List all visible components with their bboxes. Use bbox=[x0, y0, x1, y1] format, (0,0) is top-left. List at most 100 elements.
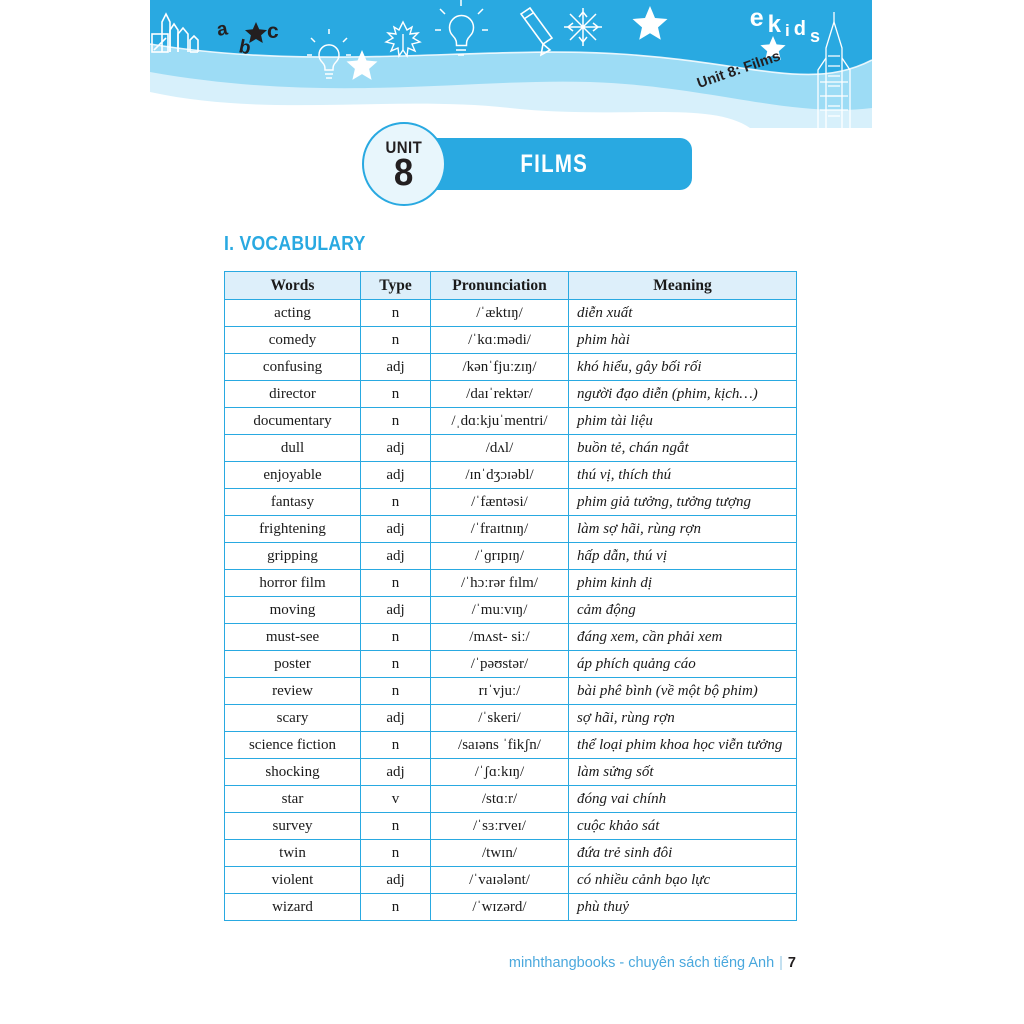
lightbulb-icon bbox=[307, 29, 351, 79]
banner-wave-highlight bbox=[150, 43, 872, 76]
cell-meaning: hấp dẫn, thú vị bbox=[568, 542, 797, 570]
cell-word: horror film bbox=[224, 569, 361, 597]
cell-type: n bbox=[360, 650, 431, 678]
column-header-meaning: Meaning bbox=[568, 271, 797, 300]
unit-badge-number: 8 bbox=[394, 151, 414, 194]
cell-word: poster bbox=[224, 650, 361, 678]
cell-type: adj bbox=[360, 434, 431, 462]
cell-meaning: làm sửng sốt bbox=[568, 758, 797, 786]
cell-pron: rɪˈvjuː/ bbox=[430, 677, 569, 705]
cell-type: n bbox=[360, 326, 431, 354]
cell-pron: /ˈwɪzərd/ bbox=[430, 893, 569, 921]
cell-meaning: khó hiểu, gây bối rối bbox=[568, 353, 797, 381]
cell-type: n bbox=[360, 839, 431, 867]
page-number: 7 bbox=[787, 955, 796, 971]
cell-type: n bbox=[360, 677, 431, 705]
cell-pron: /saɪəns ˈfikʃn/ bbox=[430, 731, 569, 759]
cell-type: adj bbox=[360, 704, 431, 732]
star-icon bbox=[632, 6, 668, 40]
cell-word: violent bbox=[224, 866, 361, 894]
table-row: horror film n/ˈhɔːrər fɪlm/phim kinh dị bbox=[224, 569, 797, 597]
castle-outline-icon bbox=[151, 12, 199, 53]
cell-type: n bbox=[360, 623, 431, 651]
cell-meaning: sợ hãi, rùng rợn bbox=[568, 704, 797, 732]
cell-pron: /kənˈfjuːzɪŋ/ bbox=[430, 353, 569, 381]
cell-type: n bbox=[360, 380, 431, 408]
cell-meaning: cảm động bbox=[568, 596, 797, 624]
cell-word: scary bbox=[224, 704, 361, 732]
table-row: survey n/ˈsɜːrveɪ/cuộc khảo sát bbox=[224, 812, 797, 840]
cell-word: star bbox=[224, 785, 361, 813]
section-heading-vocabulary: I. VOCABULARY bbox=[224, 233, 366, 255]
unit-title-bar: FILMS bbox=[416, 138, 692, 190]
cell-word: review bbox=[224, 677, 361, 705]
footer-separator: | bbox=[779, 955, 783, 971]
cell-word: enjoyable bbox=[224, 461, 361, 489]
cell-type: adj bbox=[360, 353, 431, 381]
table-header-row: Words Type Pronunciation Meaning bbox=[224, 271, 797, 300]
letter-b-icon: b bbox=[237, 36, 253, 59]
cell-word: shocking bbox=[224, 758, 361, 786]
cell-meaning: phim hài bbox=[568, 326, 797, 354]
table-row: wizard n/ˈwɪzərd/phù thuỷ bbox=[224, 893, 797, 921]
cell-word: moving bbox=[224, 596, 361, 624]
star-icon bbox=[346, 50, 378, 80]
table-row: enjoyable adj/ɪnˈdʒɔɪəbl/thú vị, thích th… bbox=[224, 461, 797, 489]
cell-word: frightening bbox=[224, 515, 361, 543]
letter-c-icon: c bbox=[267, 20, 279, 43]
cell-type: n bbox=[360, 812, 431, 840]
lightbulb-icon bbox=[435, 0, 488, 56]
cell-pron: /ˈpəʊstər/ bbox=[430, 650, 569, 678]
star-icon bbox=[760, 36, 786, 60]
table-row: frightening adj/ˈfraɪtnɪŋ/làm sợ hãi, rùn… bbox=[224, 515, 797, 543]
table-row: confusing adj/kənˈfjuːzɪŋ/khó hiểu, gây b… bbox=[224, 353, 797, 381]
cell-meaning: thể loại phim khoa học viễn tưởng bbox=[568, 731, 797, 759]
cell-pron: /daɪˈrektər/ bbox=[430, 380, 569, 408]
cell-meaning: phim tài liệu bbox=[568, 407, 797, 435]
cell-meaning: đáng xem, cần phải xem bbox=[568, 623, 797, 651]
cell-word: fantasy bbox=[224, 488, 361, 516]
table-row: science fiction n/saɪəns ˈfikʃn/thể loại … bbox=[224, 731, 797, 759]
cell-pron: /ˈvaɪələnt/ bbox=[430, 866, 569, 894]
table-row: shocking adj/ˈʃɑːkɪŋ/làm sửng sốt bbox=[224, 758, 797, 786]
table-row: must-see n/mʌst- siː/đáng xem, cần phải x… bbox=[224, 623, 797, 651]
cell-meaning: có nhiều cảnh bạo lực bbox=[568, 866, 797, 894]
unit-badge: UNIT 8 bbox=[362, 122, 446, 206]
column-header-pronunciation: Pronunciation bbox=[430, 271, 569, 300]
cell-pron: /ˈfraɪtnɪŋ/ bbox=[430, 515, 569, 543]
cell-type: n bbox=[360, 407, 431, 435]
table-row: acting n/ˈæktɪŋ/diễn xuất bbox=[224, 299, 797, 327]
table-row: star v/stɑːr/đóng vai chính bbox=[224, 785, 797, 813]
cell-pron: /dʌl/ bbox=[430, 434, 569, 462]
cell-word: acting bbox=[224, 299, 361, 327]
table-row: director n/daɪˈrektər/người đạo diễn (phi… bbox=[224, 380, 797, 408]
cell-type: adj bbox=[360, 461, 431, 489]
table-row: moving adj/ˈmuːvɪŋ/cảm động bbox=[224, 596, 797, 624]
cell-type: adj bbox=[360, 758, 431, 786]
maple-leaf-icon bbox=[384, 20, 422, 58]
cell-meaning: cuộc khảo sát bbox=[568, 812, 797, 840]
cell-meaning: phim kinh dị bbox=[568, 569, 797, 597]
table-row: review n rɪˈvjuː/bài phê bình (về một bộ p… bbox=[224, 677, 797, 705]
vocabulary-table: Words Type Pronunciation Meaning acting n… bbox=[224, 271, 797, 921]
table-row: documentary n/ˌdɑːkjuˈmentri/phim tài liệ… bbox=[224, 407, 797, 435]
cell-meaning: đứa trẻ sinh đôi bbox=[568, 839, 797, 867]
unit-badge-word: UNIT bbox=[385, 137, 423, 157]
cell-meaning: phim giả tưởng, tưởng tượng bbox=[568, 488, 797, 516]
unit-title-block: FILMS UNIT 8 bbox=[362, 122, 702, 206]
cell-pron: /ˈskeri/ bbox=[430, 704, 569, 732]
pencil-icon bbox=[519, 6, 554, 57]
cell-meaning: áp phích quảng cáo bbox=[568, 650, 797, 678]
cell-pron: /ˈæktɪŋ/ bbox=[430, 299, 569, 327]
letter-a-icon: a bbox=[215, 18, 229, 41]
page-header-banner: a b c bbox=[150, 0, 872, 128]
unit-title-label: FILMS bbox=[520, 149, 588, 178]
cell-pron: /ˈʃɑːkɪŋ/ bbox=[430, 758, 569, 786]
cell-pron: /mʌst- siː/ bbox=[430, 623, 569, 651]
table-row: violent adj/ˈvaɪələnt/có nhiều cảnh bạo l… bbox=[224, 866, 797, 894]
brand-logo: ekids bbox=[750, 4, 824, 46]
cell-type: adj bbox=[360, 596, 431, 624]
cell-word: science fiction bbox=[224, 731, 361, 759]
cell-word: comedy bbox=[224, 326, 361, 354]
table-row: gripping adj/ˈɡrɪpɪŋ/hấp dẫn, thú vị bbox=[224, 542, 797, 570]
